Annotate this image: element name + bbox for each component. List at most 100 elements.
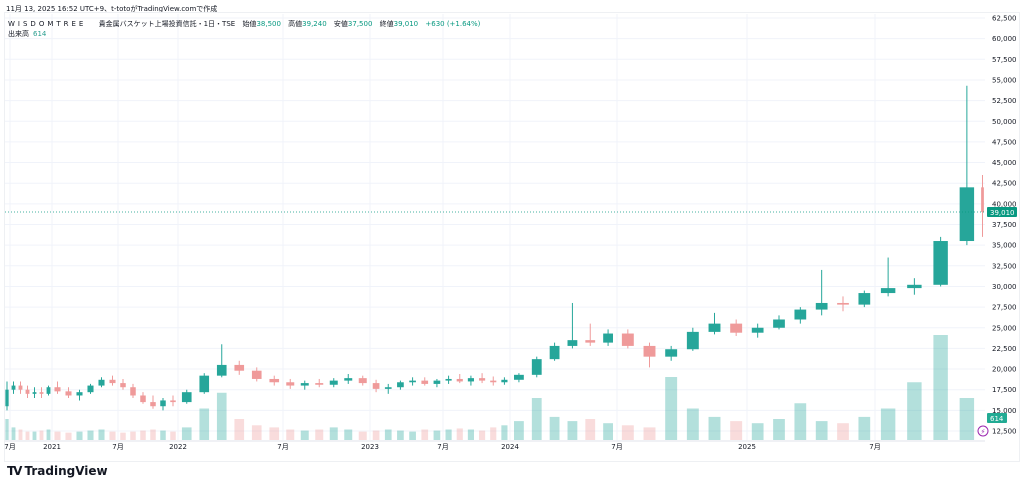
candle-body [751,327,764,333]
volume-bar [467,429,474,440]
candle-body [730,323,743,333]
candle-body [315,383,324,385]
x-tick-label: 7月 [4,443,15,451]
volume-bar [686,408,699,440]
y-tick-label: 45,000 [992,159,1017,167]
candle-body [286,382,295,386]
volume-bar [409,431,416,440]
candle-body [665,349,678,357]
candle-body [87,385,94,393]
volume-bar [329,427,338,440]
x-tick-label: 7月 [611,443,622,451]
volume-bar [150,429,156,440]
volume-bar [46,429,51,440]
candle-body [490,380,497,383]
volume-bar [300,430,309,440]
y-tick-label: 60,000 [992,35,1017,43]
volume-bar [514,421,524,440]
volume-bar [384,429,392,440]
close-label: 終値 [379,20,394,28]
low-label: 安値 [333,20,348,28]
y-tick-label: 55,000 [992,76,1017,84]
y-tick-label: 47,500 [992,138,1017,146]
candle-body [397,382,404,388]
volume-bar [54,431,61,440]
volume-bar [65,432,72,440]
volume-bar [794,403,807,440]
candle-body [39,392,44,394]
open-value: 38,500 [256,20,281,28]
volume-bar [76,431,83,440]
volume-bar [234,419,245,440]
candle-body [467,378,474,382]
x-tick-label: 7月 [869,443,880,451]
candle-body [76,392,83,396]
candle-body [18,385,23,390]
volume-bar [490,427,497,440]
lightning-icon[interactable] [977,425,989,437]
volume-bar [456,428,463,440]
candle-body [880,288,896,294]
volume-bar [251,425,262,440]
volume-bar [815,421,828,440]
candle-body [981,187,984,213]
volume-legend: 出来高 614 [8,29,46,39]
volume-bar [120,432,126,440]
candle-body [358,378,367,384]
candle-body [409,380,416,383]
y-tick-label: 35,000 [992,242,1017,250]
volume-bar [445,429,452,440]
candle-body [300,383,309,386]
last-price-badge [987,207,1017,218]
volume-bar [372,430,380,440]
x-tick-label: 7月 [277,443,288,451]
tradingview-logo-icon: TV [7,464,23,478]
candle-body [773,319,785,328]
volume-bar [87,430,94,440]
volume-label: 出来高 [8,30,29,38]
x-tick-label: 2025 [738,443,756,451]
volume-bar [269,427,280,440]
candle-body [216,364,227,376]
y-tick-label: 57,500 [992,56,1017,64]
y-tick-label: 42,500 [992,180,1017,188]
candle-body [170,400,176,403]
candle-body [621,333,634,346]
change-value: +630 (+1.64%) [425,20,481,28]
volume-bar [433,430,441,440]
candle-body [585,340,596,343]
volume-badge-text: 614 [990,415,1004,423]
y-tick-label: 32,500 [992,262,1017,270]
candle-body [234,364,245,371]
candle-body [959,187,975,242]
candle-body [567,340,578,346]
symbol-name: WISDOMTREE [8,20,87,28]
candle-body [372,383,380,389]
candle-body [98,379,105,386]
candle-body [329,380,338,385]
candle-body [456,378,463,382]
volume-bar [32,431,37,440]
candle-body [421,380,429,384]
candle-body [251,370,262,379]
y-tick-label: 37,500 [992,221,1017,229]
symbol-description: 貴金属バスケット上場投資信託・1日・TSE [98,20,236,28]
volume-bar [858,416,871,440]
y-tick-label: 50,000 [992,118,1017,126]
tradingview-logo[interactable]: TV TradingView [7,464,108,478]
volume-bar [39,430,44,440]
volume-bar [708,416,721,440]
volume-bar [421,429,429,440]
candle-body [479,378,486,381]
candle-body [344,378,353,381]
candle-body [531,359,542,375]
chart-caption: 11月 13, 2025 16:52 UTC+9、t-totoがTradingV… [6,5,218,13]
candle-body [150,402,156,407]
volume-bar [531,398,542,440]
volume-bar [959,398,975,440]
x-tick-label: 7月 [437,443,448,451]
y-tick-label: 62,500 [992,15,1017,23]
volume-bar [11,427,16,440]
low-value: 37,500 [347,20,373,28]
